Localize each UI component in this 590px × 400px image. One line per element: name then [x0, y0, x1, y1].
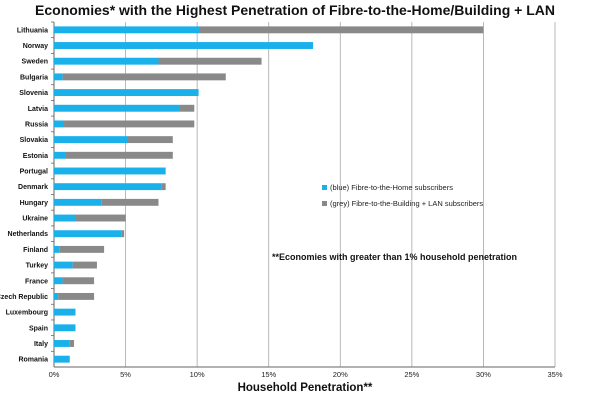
bar-fttH	[54, 214, 76, 222]
category-label: Norway	[23, 43, 48, 50]
bar-fttH	[54, 183, 162, 191]
category-label: Romania	[18, 357, 48, 364]
category-label: France	[25, 278, 48, 285]
legend-item-grey: (grey) Fibre-to-the-Building + LAN subsc…	[322, 196, 483, 210]
category-label: Spain	[29, 325, 48, 332]
category-label: Russia	[25, 121, 48, 128]
bar-fttb-lan	[58, 292, 95, 300]
bar-fttH	[54, 277, 63, 285]
x-tick-label: 0%	[49, 370, 60, 379]
x-tick-label: 15%	[261, 370, 276, 379]
category-label: Slovakia	[20, 137, 49, 144]
bar-fttb-lan	[179, 104, 195, 112]
x-axis-label: Household Penetration**	[237, 382, 373, 394]
bar-fttH	[54, 230, 122, 238]
bar-fttH	[54, 198, 102, 206]
bar-fttH	[54, 151, 66, 159]
bar-fttb-lan	[101, 198, 159, 206]
x-tick-label: 25%	[404, 370, 419, 379]
bar-fttb-lan	[121, 230, 125, 238]
legend-label-grey: (grey) Fibre-to-the-Building + LAN subsc…	[330, 198, 484, 208]
bar-fttH	[54, 42, 314, 49]
x-tick-label: 5%	[120, 370, 131, 379]
category-label: Portugal	[20, 168, 48, 175]
bar-fttb-lan	[161, 183, 166, 191]
category-label: Hungary	[20, 200, 49, 207]
bar-fttb-lan	[64, 120, 195, 128]
bar-fttb-lan	[200, 26, 484, 34]
category-label: Sweden	[22, 59, 48, 66]
bar-fttb-lan	[62, 73, 226, 81]
bar-fttH	[54, 120, 65, 128]
category-label: Finland	[23, 247, 48, 254]
bar-fttb-lan	[59, 245, 105, 253]
bar-fttH	[54, 136, 128, 144]
category-label: Latvia	[28, 106, 48, 113]
category-label: Czech Republic	[0, 294, 48, 301]
bar-fttH	[54, 26, 201, 34]
legend-swatch-grey	[322, 200, 327, 206]
legend-item-blue: (blue) Fibre-to-the-Home subscribers	[322, 180, 483, 194]
category-label: Luxembourg	[6, 310, 48, 317]
category-label: Turkey	[26, 263, 49, 270]
category-label: Denmark	[18, 184, 48, 191]
category-label: Netherlands	[8, 231, 49, 238]
bar-fttH	[54, 355, 70, 363]
legend: (blue) Fibre-to-the-Home subscribers (gr…	[322, 180, 483, 212]
category-label: Bulgaria	[20, 74, 48, 81]
bar-fttH	[54, 104, 180, 112]
bar-fttH	[54, 261, 73, 269]
bar-fttH	[54, 324, 76, 332]
bar-fttH	[54, 89, 199, 97]
bar-fttH	[54, 340, 70, 347]
bar-fttb-lan	[69, 340, 75, 347]
bar-fttb-lan	[158, 57, 262, 65]
bar-fttb-lan	[62, 277, 95, 285]
bar-fttb-lan	[72, 261, 97, 269]
category-label: Lithuania	[17, 27, 48, 34]
bar-fttH	[54, 308, 76, 316]
bar-fttH	[54, 245, 60, 253]
legend-label-blue: (blue) Fibre-to-the-Home subscribers	[330, 182, 453, 192]
legend-swatch-blue	[322, 184, 327, 190]
chart-annotation: **Economies with greater than 1% househo…	[272, 252, 518, 262]
category-label: Italy	[34, 341, 48, 348]
category-label: Ukraine	[22, 216, 48, 223]
x-tick-label: 20%	[333, 370, 348, 379]
bar-fttb-lan	[127, 136, 173, 144]
chart-title: Economies* with the Highest Penetration …	[35, 2, 555, 18]
category-label: Slovenia	[19, 90, 48, 97]
category-label: Estonia	[23, 153, 48, 160]
bar-fttb-lan	[75, 214, 126, 222]
bar-fttH	[54, 167, 166, 175]
x-tick-label: 35%	[547, 370, 562, 379]
x-tick-label: 10%	[190, 370, 205, 379]
bar-fttH	[54, 73, 63, 81]
bar-fttb-lan	[65, 151, 173, 159]
bar-fttH	[54, 292, 59, 300]
x-tick-label: 30%	[476, 370, 491, 379]
bar-fttH	[54, 57, 159, 65]
